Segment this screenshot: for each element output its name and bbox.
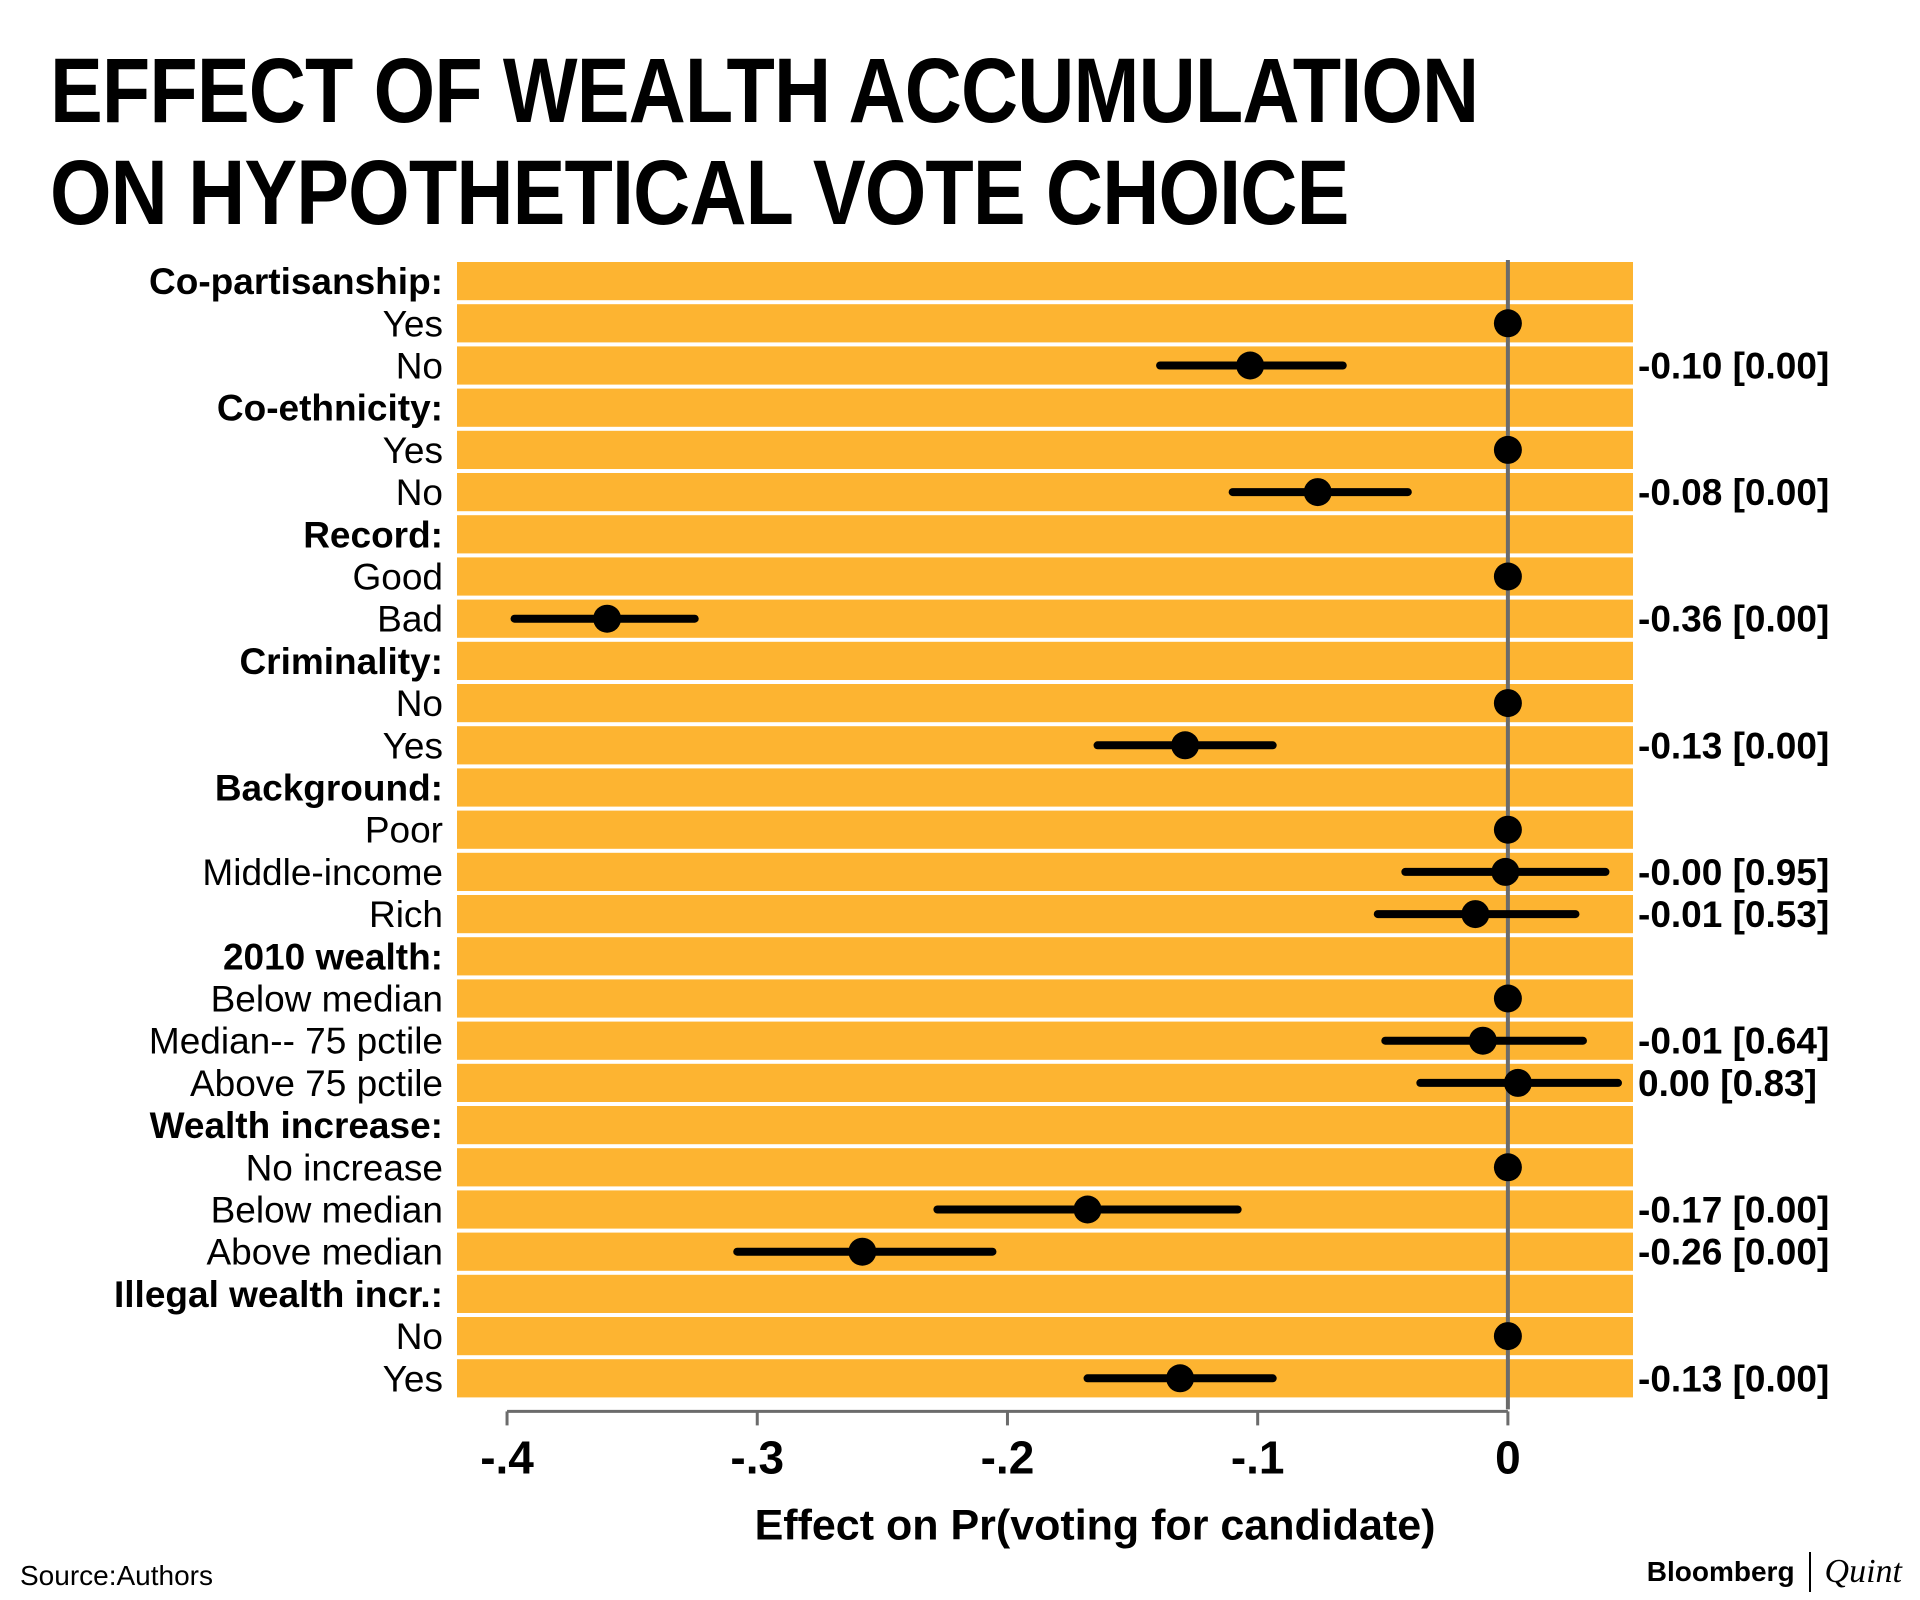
estimate-value-label: 0.00 [0.83] [1638,1063,1817,1104]
estimate-point [1493,1322,1522,1351]
row-band [457,810,1633,849]
estimate-point [1493,435,1522,464]
estimate-point [1166,1364,1195,1393]
row-label: No [396,346,443,387]
row-label: Below median [211,1190,443,1231]
estimate-value-label: -0.01 [0.64] [1638,1021,1829,1062]
row-label: Yes [383,1358,443,1399]
group-header-label: Wealth increase: [150,1105,443,1146]
row-band [457,1274,1633,1313]
estimate-value-label: -0.26 [0.00] [1638,1232,1829,1273]
brand-quint: Quint [1824,1553,1902,1590]
x-axis-title: Effect on Pr(voting for candidate) [755,1501,1436,1549]
row-label: Middle-income [202,852,443,893]
row-band [457,979,1633,1018]
title-line-2: ON HYPOTHETICAL VOTE CHOICE [50,142,1349,244]
estimate-labels: -0.10 [0.00] -0.08 [0.00] -0.36 [0.00] -0.1… [1638,346,1829,1400]
estimate-value-label: -0.00 [0.95] [1638,852,1829,893]
row-bands [457,262,1633,1398]
row-label: No [396,1316,443,1357]
estimate-markers [510,309,1622,1393]
estimate-value-label: -0.17 [0.00] [1638,1190,1829,1231]
row-label: Below median [211,979,443,1020]
chart-title: EFFECT OF WEALTH ACCUMULATION ON HYPOTHE… [50,40,1479,244]
row-band [457,1148,1633,1187]
brand-logo: Bloomberg Quint [1647,1552,1902,1592]
row-band [457,1106,1633,1145]
row-label: Good [352,557,443,598]
row-band [457,1232,1633,1271]
row-band [457,1317,1633,1356]
row-band [457,1359,1633,1398]
group-header-label: Background: [215,768,443,809]
row-label: Yes [383,430,443,471]
row-label: Poor [365,810,443,851]
estimate-point [1493,562,1522,591]
estimate-value-label: -0.36 [0.00] [1638,599,1829,640]
source-note: Source:Authors [20,1560,213,1591]
row-band [457,726,1633,765]
row-band [457,346,1633,385]
estimate-point [1073,1195,1102,1224]
row-label: No increase [246,1147,443,1188]
estimate-point [1493,689,1522,718]
brand-bloomberg: Bloomberg [1646,1556,1795,1587]
row-band [457,388,1633,427]
row-band [457,641,1633,680]
row-band [457,937,1633,976]
estimate-point [1171,731,1200,760]
row-label: Above 75 pctile [190,1063,443,1104]
estimate-value-label: -0.10 [0.00] [1638,346,1829,387]
row-label: Bad [377,599,443,640]
estimate-value-label: -0.13 [0.00] [1638,725,1829,766]
estimate-point [1303,478,1332,507]
row-band [457,557,1633,596]
estimate-value-label: -0.08 [0.00] [1638,472,1829,513]
group-header-label: Criminality: [239,641,443,682]
estimate-point [1493,984,1522,1013]
estimate-point [593,604,622,633]
row-label: Median-- 75 pctile [149,1021,443,1062]
row-label: Yes [383,303,443,344]
group-header-label: Record: [303,514,443,555]
estimate-point [1491,857,1520,886]
row-label: Yes [383,725,443,766]
estimate-point [1493,309,1522,338]
row-label: Rich [369,894,443,935]
group-header-label: Illegal wealth incr.: [114,1274,443,1315]
x-tick-label: -.3 [730,1431,784,1483]
estimate-point [1493,815,1522,844]
row-label: No [396,472,443,513]
estimate-point [848,1237,877,1266]
group-header-label: Co-ethnicity: [217,388,443,429]
row-labels: Co-partisanship:YesNoCo-ethnicity:YesNoR… [114,261,443,1399]
group-header-label: Co-partisanship: [149,261,443,302]
row-label: No [396,683,443,724]
row-label: Above median [206,1232,443,1273]
x-axis: -.4 -.3 -.2 -.1 0 [480,1409,1521,1483]
group-header-label: 2010 wealth: [223,936,443,977]
estimate-point [1236,351,1265,380]
row-band [457,473,1633,512]
estimate-point [1461,900,1490,929]
estimate-value-label: -0.13 [0.00] [1638,1358,1829,1399]
row-band [457,684,1633,723]
x-tick-label: -.2 [981,1431,1035,1483]
estimate-point [1503,1068,1532,1097]
x-tick-label: -.1 [1231,1431,1285,1483]
x-tick-label: -.4 [480,1431,534,1483]
row-band [457,262,1633,301]
brand-divider [1808,1552,1811,1592]
estimate-value-label: -0.01 [0.53] [1638,894,1829,935]
row-band [457,304,1633,343]
estimate-point [1493,1153,1522,1182]
estimate-point [1468,1026,1497,1055]
x-tick-label: 0 [1495,1431,1521,1483]
title-line-1: EFFECT OF WEALTH ACCUMULATION [50,40,1479,142]
row-band [457,430,1633,469]
row-band [457,515,1633,554]
row-band [457,768,1633,807]
